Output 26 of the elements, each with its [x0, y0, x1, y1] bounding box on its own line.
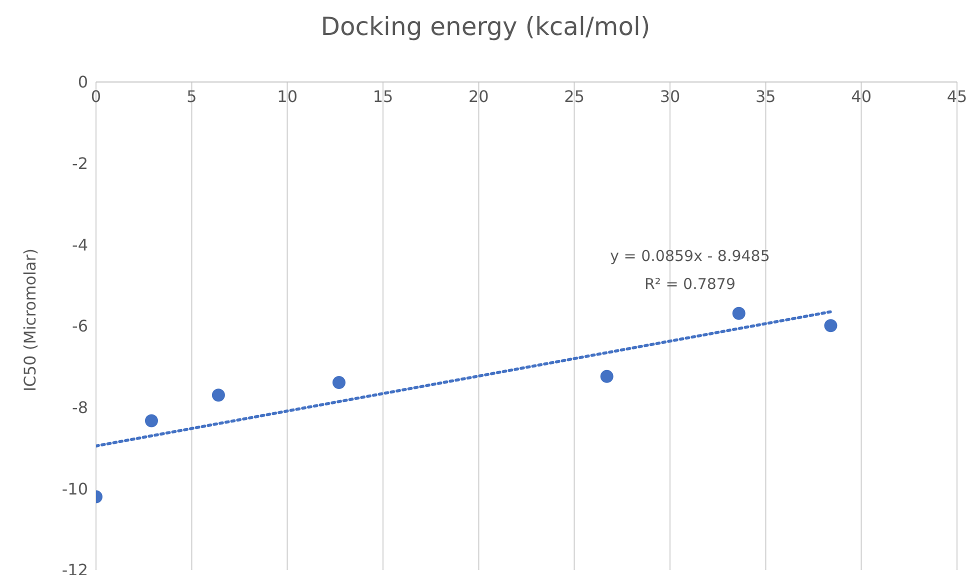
- point: [600, 370, 614, 383]
- x-tick-label: 0: [90, 87, 102, 106]
- y-tick-label: -8: [72, 398, 88, 418]
- point: [332, 376, 346, 390]
- point: [212, 388, 225, 402]
- x-tick-label: 10: [277, 87, 298, 106]
- point: [824, 319, 838, 332]
- x-tick-label: 25: [564, 87, 585, 106]
- x-tick-label: 40: [851, 87, 872, 106]
- chart-title: Docking energy (kcal/mol): [320, 12, 652, 41]
- annotation: y = 0.0859x - 8.9485: [609, 246, 771, 267]
- y-tick-label: 0: [78, 72, 88, 92]
- y-tick-label: -2: [72, 154, 88, 174]
- point: [144, 414, 158, 428]
- y-tick-label: -6: [72, 316, 88, 336]
- y-tick-label: -10: [62, 479, 88, 498]
- annotation: R² = 0.7879: [643, 274, 737, 295]
- x-tick-label: 15: [372, 87, 394, 106]
- x-tick-label: 20: [468, 87, 489, 106]
- x-tick-label: 5: [186, 87, 197, 106]
- x-tick-label: 35: [755, 87, 776, 106]
- x-tick-label: 45: [946, 87, 968, 106]
- y-tick-label: -4: [72, 235, 88, 254]
- point: [732, 306, 746, 320]
- y-axis-title: IC50 (Micromolar): [20, 248, 40, 392]
- x-tick-label: 30: [660, 87, 680, 106]
